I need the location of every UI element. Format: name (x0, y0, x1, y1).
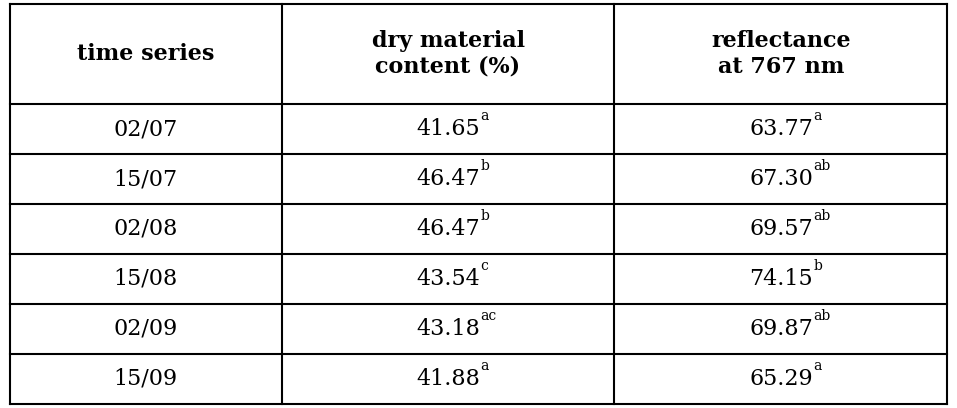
Text: b: b (480, 209, 489, 223)
Text: 15/07: 15/07 (114, 168, 178, 190)
Text: 02/09: 02/09 (114, 318, 178, 340)
Text: 46.47: 46.47 (416, 218, 479, 240)
Text: ab: ab (813, 159, 831, 173)
Text: b: b (813, 259, 822, 273)
Text: 43.54: 43.54 (416, 268, 479, 290)
Text: ab: ab (813, 209, 831, 223)
Text: 02/08: 02/08 (113, 218, 178, 240)
Text: 69.57: 69.57 (749, 218, 812, 240)
Text: dry material
content (%): dry material content (%) (371, 30, 524, 78)
Text: 02/07: 02/07 (114, 118, 178, 140)
Text: a: a (480, 109, 489, 123)
Text: ac: ac (480, 309, 497, 323)
Text: 67.30: 67.30 (749, 168, 812, 190)
Text: 41.88: 41.88 (416, 368, 480, 390)
Text: b: b (480, 159, 489, 173)
Text: 41.65: 41.65 (416, 118, 479, 140)
Text: a: a (813, 359, 822, 373)
Text: a: a (480, 359, 489, 373)
Text: 43.18: 43.18 (416, 318, 480, 340)
Text: reflectance
at 767 nm: reflectance at 767 nm (711, 30, 851, 78)
Text: 15/09: 15/09 (114, 368, 178, 390)
Text: 69.87: 69.87 (749, 318, 812, 340)
Text: 15/08: 15/08 (114, 268, 178, 290)
Text: time series: time series (77, 43, 214, 65)
Text: ab: ab (813, 309, 831, 323)
Text: 46.47: 46.47 (416, 168, 479, 190)
Text: a: a (813, 109, 822, 123)
Text: 65.29: 65.29 (749, 368, 812, 390)
Text: c: c (480, 259, 488, 273)
Text: 74.15: 74.15 (749, 268, 812, 290)
Text: 63.77: 63.77 (749, 118, 812, 140)
